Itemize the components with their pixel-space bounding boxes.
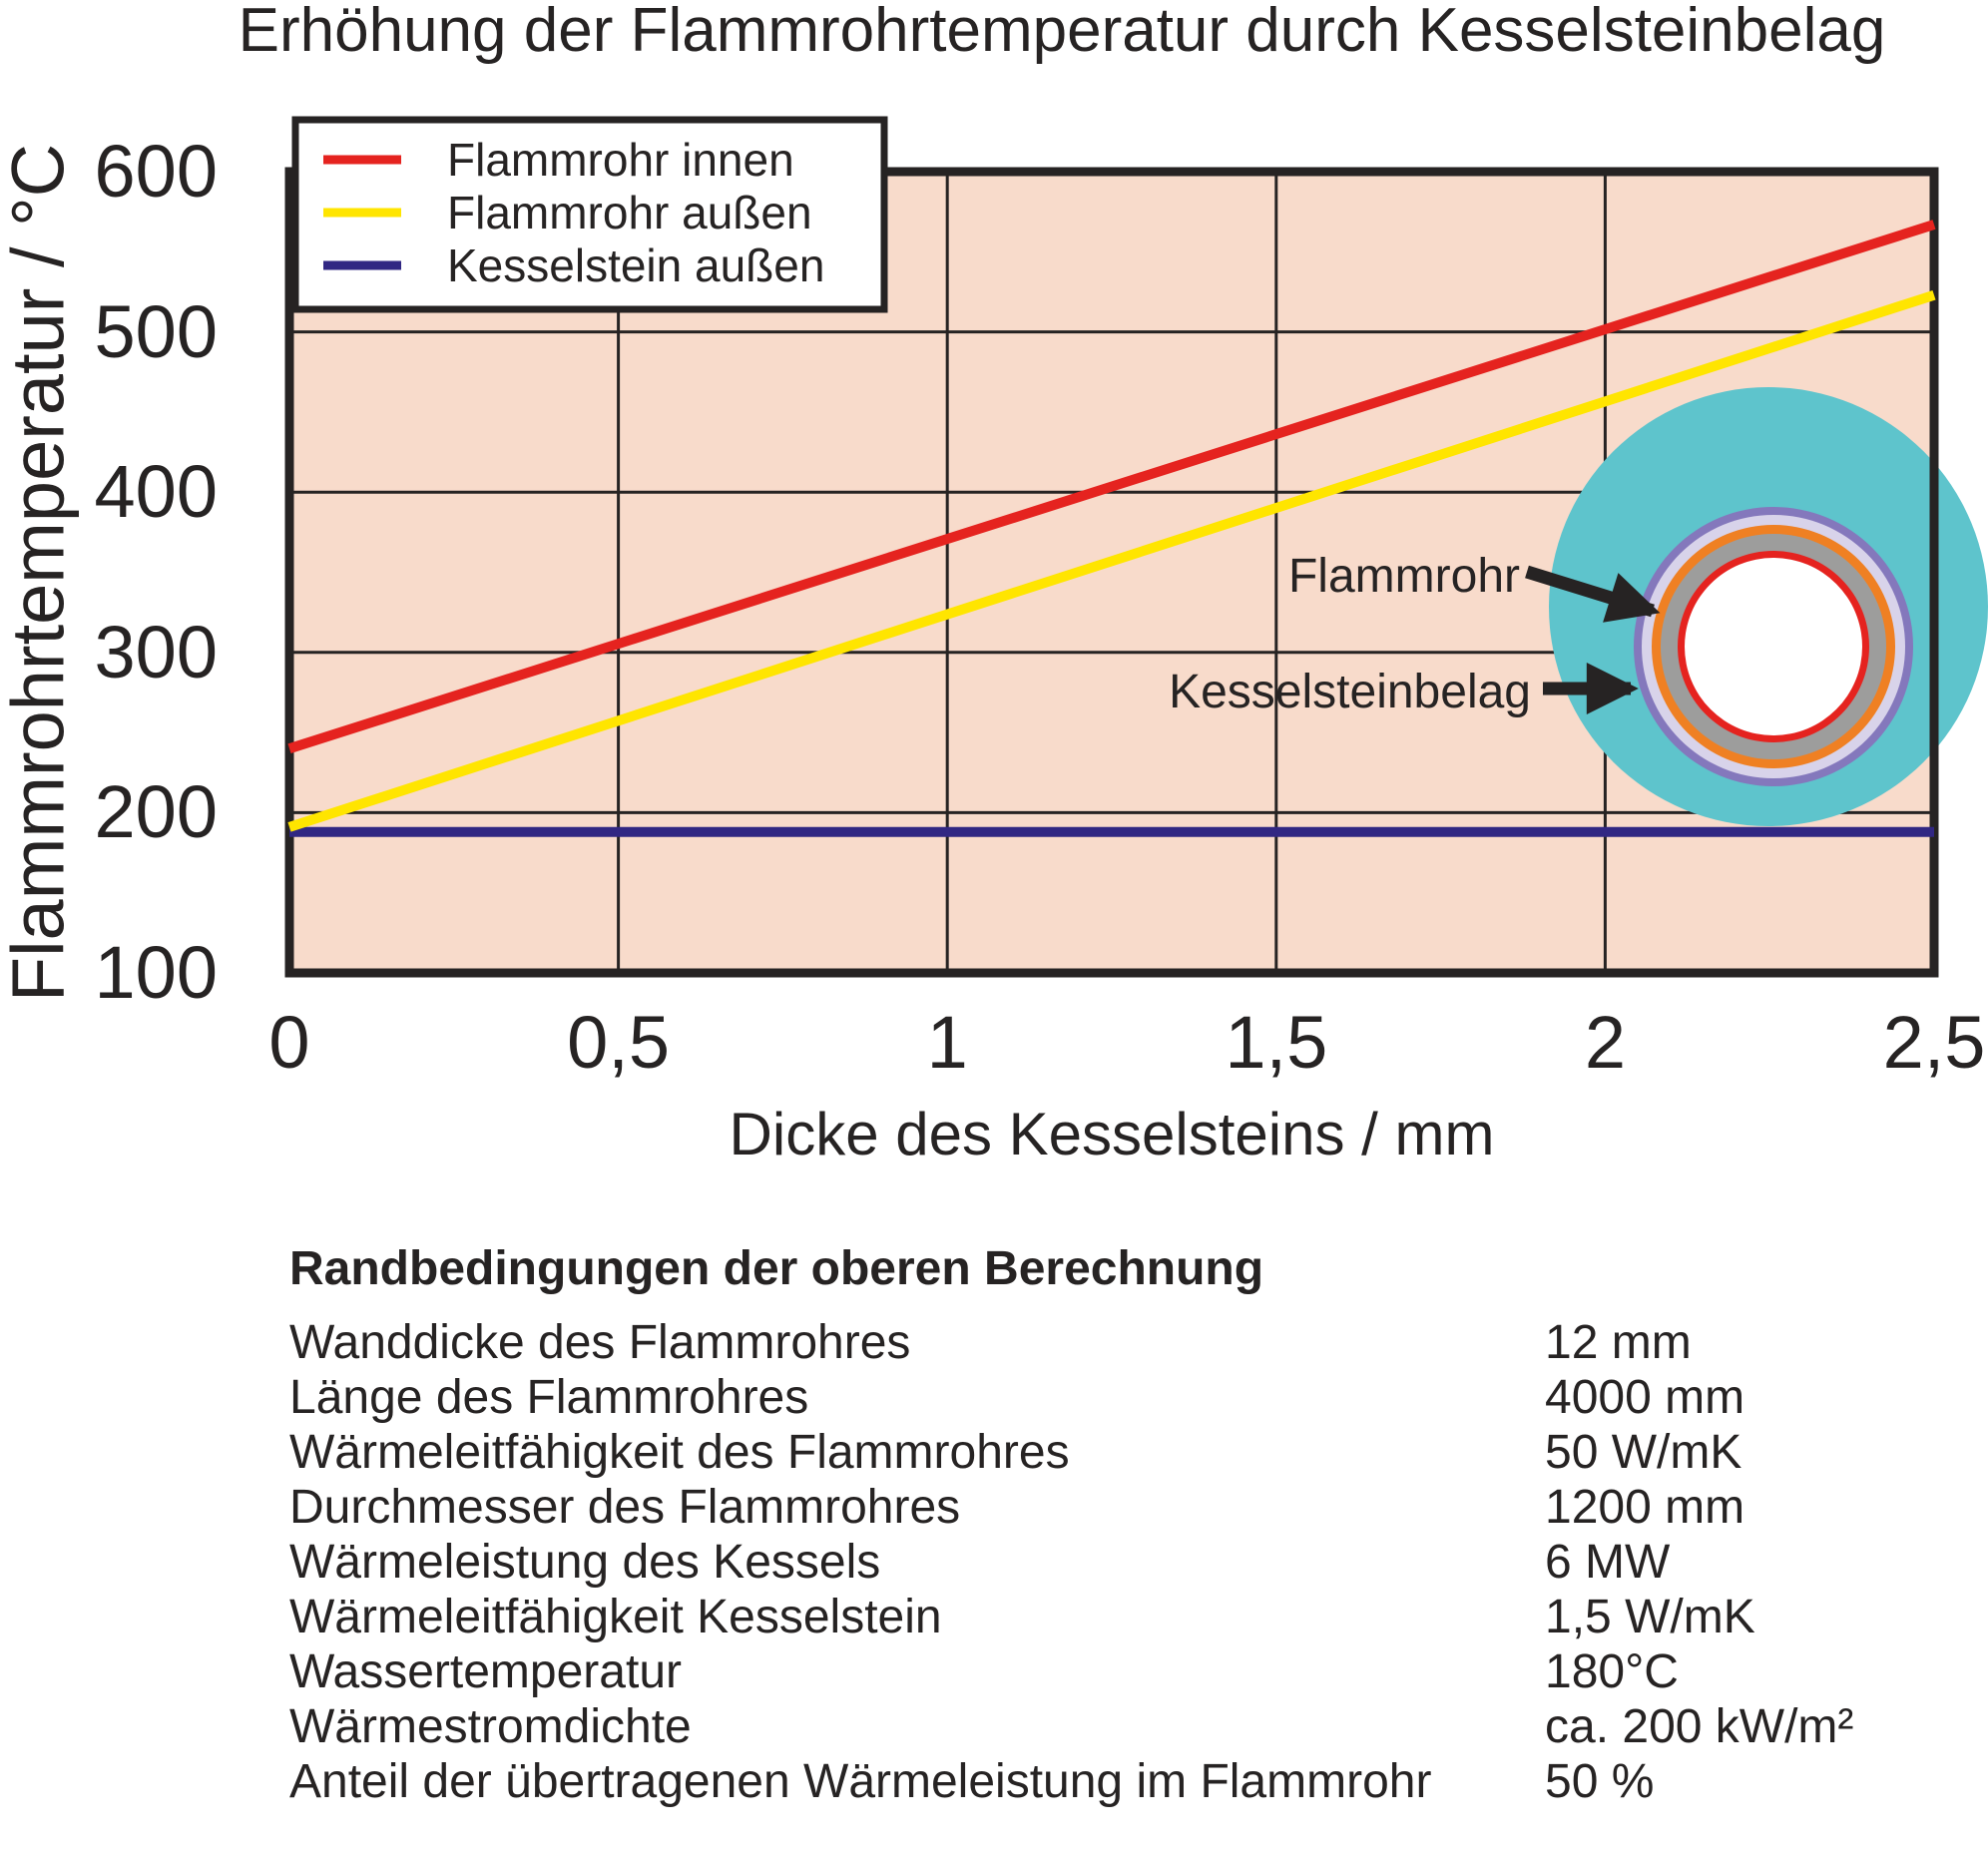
condition-label: Wärmeleitfähigkeit Kesselstein bbox=[289, 1591, 942, 1643]
condition-row: Wärmeleistung des Kessels 6 MW bbox=[289, 1535, 1986, 1590]
inset-label-kesselstein: Kesselsteinbelag bbox=[1169, 666, 1531, 718]
condition-row: Wanddicke des Flammrohres 12 mm bbox=[289, 1315, 1986, 1370]
condition-value: 1,5 W/mK bbox=[1545, 1591, 1755, 1643]
x-tick-2.5: 2,5 bbox=[1882, 1001, 1986, 1084]
condition-row: Länge des Flammrohres 4000 mm bbox=[289, 1370, 1986, 1425]
x-tick-1: 1 bbox=[926, 1001, 968, 1084]
condition-value: ca. 200 kW/m² bbox=[1545, 1700, 1854, 1753]
condition-label: Anteil der übertragenen Wärmeleistung im… bbox=[289, 1755, 1432, 1808]
condition-row: Anteil der übertragenen Wärmeleistung im… bbox=[289, 1754, 1986, 1809]
x-axis-title: Dicke des Kesselsteins / mm bbox=[729, 1101, 1495, 1167]
series-line-flammrohr-innen bbox=[287, 220, 1936, 753]
condition-row: Wärmeleitfähigkeit Kesselstein 1,5 W/mK bbox=[289, 1590, 1986, 1644]
plot-border bbox=[284, 167, 1939, 978]
condition-value: 50 W/mK bbox=[1545, 1426, 1742, 1479]
x-tick-0: 0 bbox=[268, 1001, 310, 1084]
condition-label: Wärmestromdichte bbox=[289, 1700, 692, 1753]
x-tick-1.5: 1,5 bbox=[1225, 1001, 1328, 1084]
legend-label-flammrohr-aussen: Flammrohr außen bbox=[447, 187, 812, 238]
tube-bore bbox=[1685, 558, 1862, 735]
condition-row: Wärmeleitfähigkeit des Flammrohres 50 W/… bbox=[289, 1425, 1986, 1480]
legend bbox=[291, 116, 888, 313]
condition-row: Wassertemperatur 180°C bbox=[289, 1644, 1986, 1699]
annotation-arrows bbox=[1525, 565, 1661, 714]
condition-label: Wärmeleistung des Kessels bbox=[289, 1536, 881, 1589]
y-tick-600: 600 bbox=[94, 130, 218, 213]
condition-value: 6 MW bbox=[1545, 1536, 1671, 1589]
conditions-heading: Randbedingungen der oberen Berechnung bbox=[289, 1242, 1264, 1295]
y-tick-100: 100 bbox=[94, 931, 218, 1014]
legend-label-kesselstein-aussen: Kesselstein außen bbox=[447, 239, 825, 291]
condition-label: Wassertemperatur bbox=[289, 1645, 682, 1698]
x-tick-0.5: 0,5 bbox=[567, 1001, 671, 1084]
legend-label-flammrohr-innen: Flammrohr innen bbox=[447, 134, 794, 186]
condition-value: 50 % bbox=[1545, 1755, 1655, 1808]
y-tick-400: 400 bbox=[94, 450, 218, 534]
condition-value: 180°C bbox=[1545, 1645, 1679, 1698]
condition-label: Länge des Flammrohres bbox=[289, 1371, 809, 1424]
chart-title: Erhöhung der Flammrohrtemperatur durch K… bbox=[238, 0, 1886, 65]
y-axis-title: Flammrohrtemperatur / °C bbox=[0, 143, 80, 1003]
x-tick-2: 2 bbox=[1584, 1001, 1626, 1084]
condition-value: 1200 mm bbox=[1545, 1481, 1745, 1534]
tube-cross-section-diagram bbox=[1549, 387, 1988, 826]
condition-row: Durchmesser des Flammrohres 1200 mm bbox=[289, 1480, 1986, 1535]
flammrohr-arrow bbox=[1525, 565, 1661, 623]
condition-value: 4000 mm bbox=[1545, 1371, 1745, 1424]
y-tick-300: 300 bbox=[94, 610, 218, 694]
condition-label: Wärmeleitfähigkeit des Flammrohres bbox=[289, 1426, 1070, 1479]
condition-label: Wanddicke des Flammrohres bbox=[289, 1316, 911, 1369]
y-tick-200: 200 bbox=[94, 770, 218, 854]
condition-value: 12 mm bbox=[1545, 1316, 1692, 1369]
y-tick-500: 500 bbox=[94, 289, 218, 373]
series-line-flammrohr-aussen bbox=[287, 289, 1936, 832]
condition-row: Wärmestromdichte ca. 200 kW/m² bbox=[289, 1699, 1986, 1754]
conditions-table: Randbedingungen der oberen Berechnung Wa… bbox=[289, 1245, 1986, 1809]
inset-label-flammrohr: Flammrohr bbox=[1287, 550, 1520, 603]
condition-label: Durchmesser des Flammrohres bbox=[289, 1481, 961, 1534]
